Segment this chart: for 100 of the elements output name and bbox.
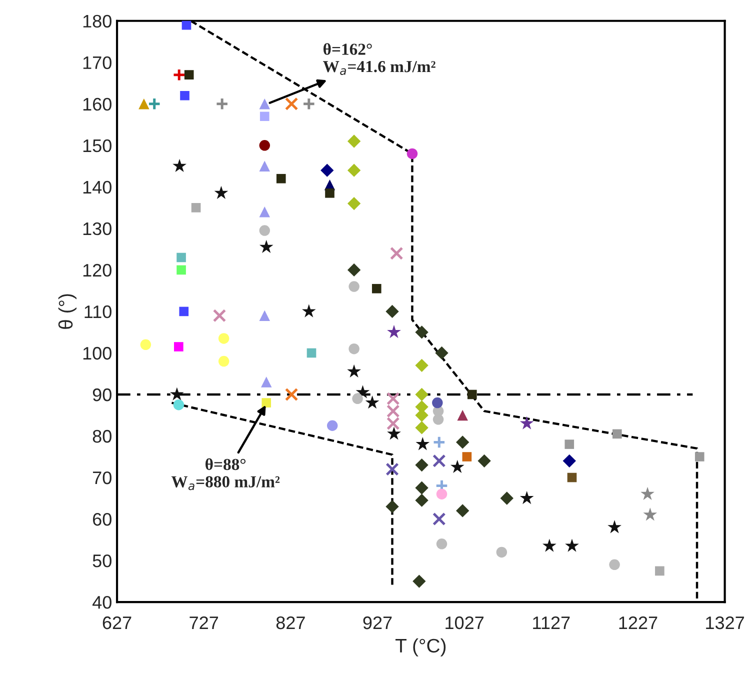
x-tick-label: 1327 [706, 616, 744, 630]
y-tick-label: 180 [83, 14, 112, 28]
y-tick-label: 50 [92, 554, 112, 568]
point [435, 346, 448, 360]
y-tick-label: 130 [83, 222, 112, 236]
point [176, 252, 186, 262]
point [218, 356, 230, 367]
point [450, 460, 464, 474]
point [284, 97, 298, 111]
point [386, 462, 399, 476]
point [320, 164, 334, 177]
point [284, 388, 298, 402]
y-tick-label: 160 [83, 98, 112, 111]
point [259, 310, 270, 321]
point [416, 437, 430, 450]
point [432, 414, 444, 425]
point [436, 538, 448, 550]
point [179, 306, 189, 316]
x-tick-label: 827 [276, 616, 305, 630]
y-tick-label: 80 [92, 430, 112, 443]
point [259, 160, 270, 172]
point [172, 158, 186, 172]
point [184, 70, 194, 80]
point [148, 97, 161, 111]
point [348, 281, 360, 292]
point [302, 304, 316, 318]
y-tick-label: 40 [92, 596, 112, 609]
point [640, 486, 654, 500]
x-tick-label: 727 [190, 616, 218, 630]
point [347, 196, 361, 210]
point [496, 546, 508, 558]
point [325, 188, 334, 198]
point [140, 339, 152, 350]
point [432, 454, 446, 468]
point [564, 440, 574, 449]
point [608, 520, 622, 534]
annotation: θ=162° W$_{a}$=41.6 mJ/m² [323, 43, 436, 75]
point [259, 140, 270, 151]
point [348, 343, 360, 354]
point [386, 392, 400, 406]
point [542, 538, 556, 552]
point [436, 488, 448, 500]
y-tick-label: 170 [83, 56, 112, 70]
point [386, 404, 400, 418]
point [655, 566, 664, 576]
point [259, 240, 274, 254]
y-tick-label: 90 [92, 388, 112, 402]
point [372, 284, 382, 294]
point [456, 436, 470, 449]
point [276, 174, 286, 184]
point [432, 397, 443, 408]
y-tick-label: 100 [83, 346, 112, 360]
point [386, 500, 399, 514]
point [462, 452, 472, 462]
point [262, 398, 272, 408]
y-tick-label: 70 [93, 471, 112, 484]
point [643, 508, 658, 521]
point [456, 504, 470, 518]
point [180, 90, 190, 100]
x-axis-title: T (°C) [396, 638, 446, 656]
y-tick-label: 150 [83, 139, 112, 152]
point [138, 98, 150, 110]
point [612, 429, 622, 439]
point [565, 538, 579, 552]
point [306, 348, 316, 358]
point [347, 134, 361, 148]
point [212, 308, 226, 322]
y-axis-title: θ (°) [58, 294, 76, 329]
x-tick-label: 627 [102, 616, 132, 630]
point [415, 388, 428, 402]
point [215, 97, 229, 111]
point [520, 490, 534, 504]
point [347, 164, 361, 177]
point [172, 68, 186, 82]
point [412, 574, 426, 588]
point [174, 342, 184, 352]
point [562, 454, 576, 468]
point [387, 324, 401, 338]
point [415, 358, 428, 372]
point [214, 186, 228, 200]
point [356, 385, 370, 398]
point [259, 98, 270, 110]
x-tick-label: 927 [363, 616, 392, 630]
point [302, 97, 316, 111]
point [415, 421, 428, 434]
point [386, 416, 400, 430]
x-tick-label: 1127 [533, 616, 570, 630]
point [326, 420, 338, 431]
point [182, 20, 192, 30]
x-tick-label: 1227 [619, 616, 658, 630]
y-tick-label: 110 [84, 305, 112, 318]
point [478, 454, 491, 468]
point [365, 396, 380, 409]
point [173, 399, 184, 410]
point [260, 112, 270, 122]
y-tick-label: 140 [83, 180, 112, 194]
x-tick-label: 1027 [446, 616, 484, 630]
point [390, 246, 404, 260]
point [191, 203, 201, 212]
point [457, 410, 468, 421]
